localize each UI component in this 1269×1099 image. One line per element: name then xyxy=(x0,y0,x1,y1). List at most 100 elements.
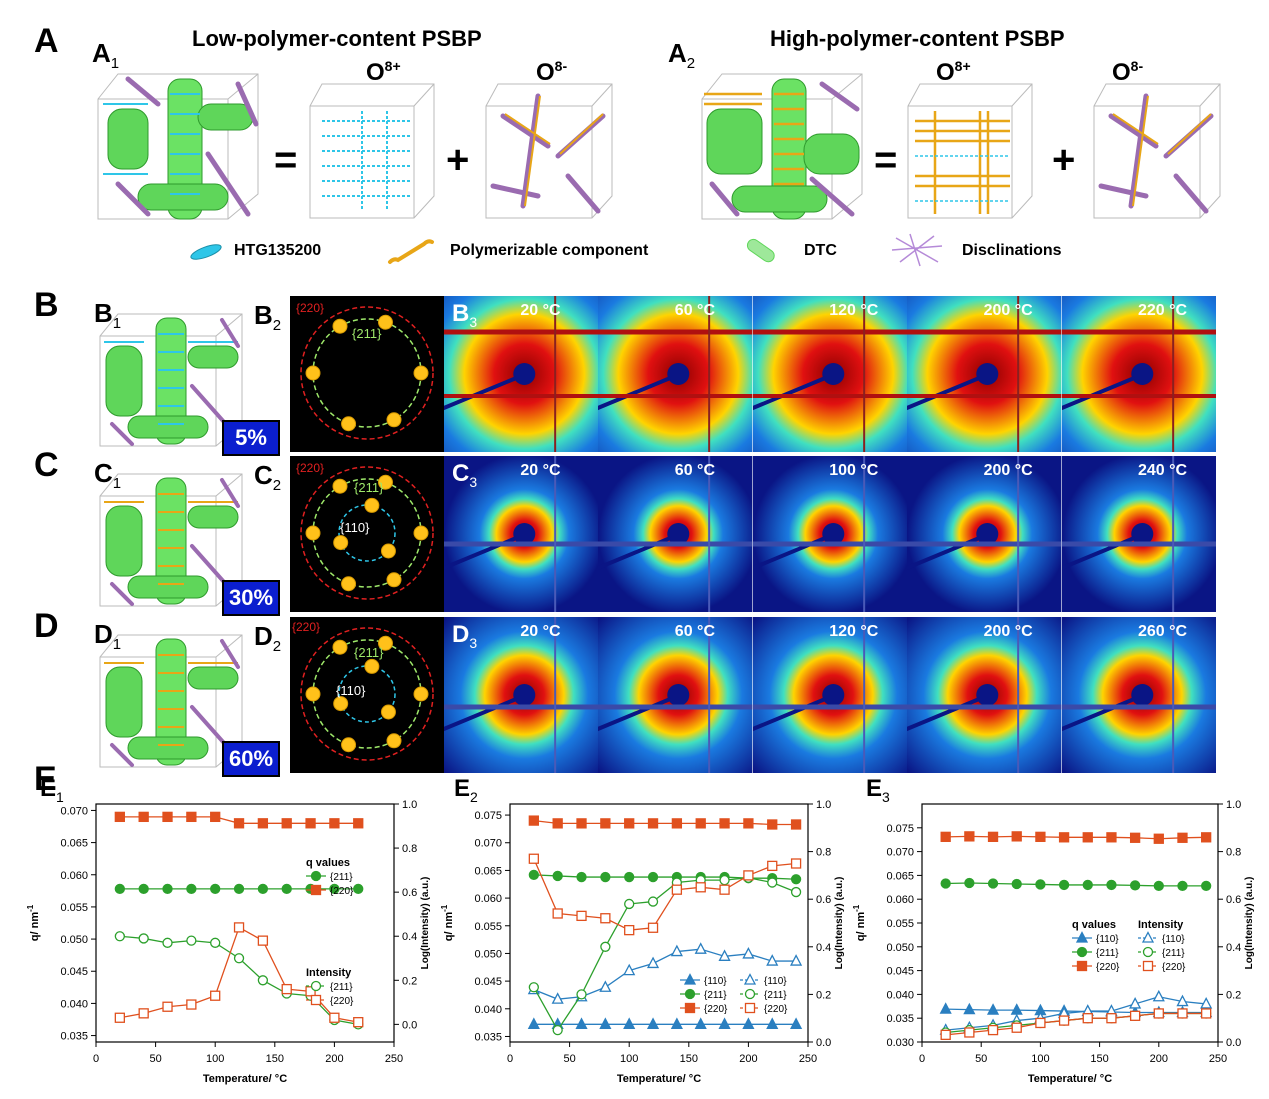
y-left-tick-label: 0.050 xyxy=(474,948,502,960)
data-point xyxy=(114,811,125,823)
legend-label: {110} xyxy=(764,976,787,987)
cube-a2-o8minus xyxy=(1093,83,1221,219)
data-point xyxy=(963,1002,976,1015)
y-right-tick-label: 0.0 xyxy=(402,1019,417,1031)
y-left-tick-label: 0.035 xyxy=(60,1031,88,1043)
data-point xyxy=(694,942,707,954)
data-point xyxy=(1129,1010,1141,1021)
legend-marker xyxy=(744,988,756,1000)
data-point xyxy=(138,933,149,944)
data-point xyxy=(671,884,683,895)
title-low-polymer: Low-polymer-content PSBP xyxy=(192,26,482,51)
reciprocal-lattice-b2: {220} {211} xyxy=(290,296,444,452)
data-point xyxy=(138,811,149,823)
reciprocal-lattice-c2: {220} {211} {110} xyxy=(290,456,444,612)
data-point xyxy=(576,910,587,922)
cube-a2-o8plus xyxy=(907,83,1033,219)
legend-marker xyxy=(310,884,322,896)
series-left-triangle-filled xyxy=(527,1017,803,1029)
data-point xyxy=(790,819,802,830)
data-point xyxy=(600,818,611,829)
legend-label: {211} xyxy=(1096,948,1119,959)
data-point xyxy=(1200,997,1213,1009)
data-point xyxy=(599,980,612,992)
data-point xyxy=(623,963,636,976)
data-point xyxy=(647,922,659,933)
series-line xyxy=(533,874,797,880)
scattering-pattern-c3-2 xyxy=(598,456,753,612)
data-point xyxy=(1011,831,1022,842)
plot-frame xyxy=(509,803,809,1043)
data-point xyxy=(718,949,731,961)
panel-letter-a: A xyxy=(34,22,59,60)
data-point xyxy=(986,1003,1000,1015)
y-left-tick-label: 0.055 xyxy=(474,921,502,933)
data-point xyxy=(671,818,683,829)
data-point xyxy=(329,818,340,829)
x-tick-label: 250 xyxy=(1209,1053,1227,1065)
data-point xyxy=(1106,1013,1117,1024)
data-point xyxy=(305,986,316,997)
chart-e2: 0 50 100 150 200 250 0.035 0.040 0.045 0.050 0.055… xyxy=(440,775,845,1085)
scattering-pattern-b3-4 xyxy=(907,296,1062,452)
legend-label: {110} xyxy=(1162,934,1185,945)
y-left-tick-label: 0.040 xyxy=(60,998,88,1010)
series-left-triangle-filled xyxy=(939,1002,1213,1018)
data-point xyxy=(1177,1008,1188,1019)
data-point xyxy=(353,1017,364,1028)
data-point xyxy=(987,1024,999,1036)
data-point xyxy=(528,982,539,993)
data-point xyxy=(353,818,364,829)
data-point xyxy=(767,819,778,830)
legend-marker xyxy=(684,988,696,1000)
cube-a2-full xyxy=(701,73,863,220)
data-point xyxy=(1201,832,1212,843)
legend-marker xyxy=(684,1002,696,1014)
legend-label-htg: HTG135200 xyxy=(234,242,322,259)
y-right-axis-label: Log(Intensity) (a.u.) xyxy=(834,877,845,970)
y-left-tick-label: 0.075 xyxy=(886,823,914,835)
series-line xyxy=(945,1012,1207,1034)
series-right-triangle-open xyxy=(527,942,803,1004)
data-point xyxy=(624,924,635,936)
data-point xyxy=(1176,994,1189,1007)
data-point xyxy=(210,937,221,948)
legend-label-polymer: Polymerizable component xyxy=(450,242,649,259)
legend-label: {220} xyxy=(1162,962,1186,973)
data-point xyxy=(1177,832,1188,843)
legend-label: {211} xyxy=(704,990,727,1001)
charts-e: 0 50 100 150 200 2500.0350.0400.0450.0500.055… xyxy=(26,775,1255,1085)
series-right-square-open xyxy=(114,922,364,1028)
legend-title: Intensity xyxy=(1138,919,1184,931)
x-tick-label: 100 xyxy=(620,1053,638,1065)
y-right-tick-label: 0.4 xyxy=(402,931,417,943)
data-point xyxy=(964,1027,975,1038)
x-tick-label: 150 xyxy=(680,1053,698,1065)
data-point xyxy=(790,858,802,869)
legend-marker xyxy=(1076,960,1088,972)
data-point xyxy=(647,871,659,883)
temperature-label-d3-3: 120 °C xyxy=(829,623,879,640)
data-point xyxy=(670,944,683,957)
cube-d1 xyxy=(99,634,243,768)
x-tick-label: 250 xyxy=(799,1053,817,1065)
label-o8plus-low: O8+ xyxy=(366,58,401,86)
legend: Intensity {110} {211} {220} xyxy=(1138,919,1186,973)
temperature-label-d3-2: 60 °C xyxy=(674,623,715,640)
x-tick-label: 100 xyxy=(1031,1053,1049,1065)
legend: Intensity {211} {220} xyxy=(306,967,354,1007)
data-point xyxy=(670,1017,683,1029)
temperature-label-c3-1: 20 °C xyxy=(520,462,561,479)
data-point xyxy=(186,883,197,895)
panel-label-c2: C2 xyxy=(254,460,282,495)
data-point xyxy=(1106,879,1117,891)
temperature-label-b3-2: 60 °C xyxy=(674,302,715,319)
data-point xyxy=(600,941,611,952)
data-point xyxy=(623,1017,636,1029)
ring-label-220: {220} xyxy=(296,301,324,315)
y-left-tick-label: 0.045 xyxy=(60,966,88,978)
data-point xyxy=(743,818,754,829)
data-point xyxy=(767,877,778,888)
data-point xyxy=(528,853,539,864)
x-tick-label: 200 xyxy=(325,1053,343,1065)
